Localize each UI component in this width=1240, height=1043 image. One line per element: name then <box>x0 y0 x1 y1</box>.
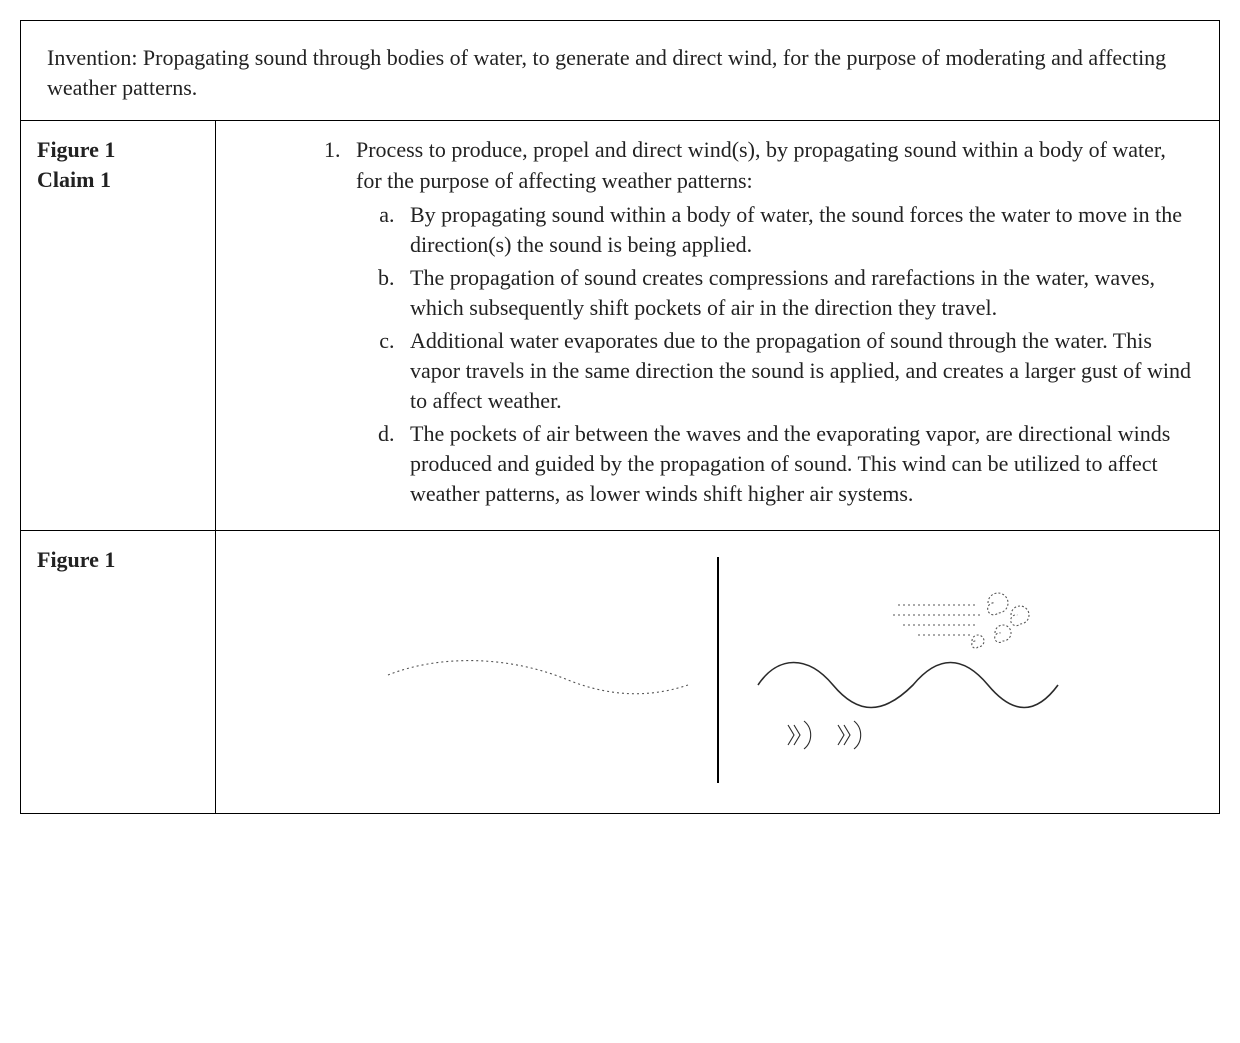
claim-1a: By propagating sound within a body of wa… <box>400 200 1191 261</box>
claim-1-sublist: By propagating sound within a body of wa… <box>356 200 1191 510</box>
claim-1d: The pockets of air between the waves and… <box>400 419 1191 510</box>
wind-swirl <box>987 593 1007 615</box>
figure-area <box>216 531 1219 813</box>
claim-1-intro: Process to produce, propel and direct wi… <box>356 137 1166 192</box>
figure-row-label-cell: Figure 1 <box>21 531 216 813</box>
invention-title: Invention: Propagating sound through bod… <box>47 45 1166 100</box>
header-row: Invention: Propagating sound through bod… <box>21 21 1219 121</box>
sound-marks-group <box>788 721 861 749</box>
document-page: Invention: Propagating sound through bod… <box>20 20 1220 814</box>
wind-swirl <box>1010 606 1028 626</box>
sound-mark <box>788 721 811 749</box>
claim-1-item: Process to produce, propel and direct wi… <box>346 135 1191 509</box>
wind-lines-group <box>893 605 983 635</box>
active-wave-path <box>758 662 1058 707</box>
claim-1b: The propagation of sound creates compres… <box>400 263 1191 324</box>
wind-swirl <box>971 635 983 648</box>
claim-row-label-cell: Figure 1 Claim 1 <box>21 121 216 529</box>
figure-1-svg <box>358 545 1078 795</box>
claim-row-content-cell: Process to produce, propel and direct wi… <box>216 121 1219 529</box>
wind-swirls-group <box>971 593 1028 648</box>
figure-label-1: Figure 1 <box>37 137 115 162</box>
calm-wave-path <box>388 660 688 693</box>
claim-row: Figure 1 Claim 1 Process to produce, pro… <box>21 121 1219 530</box>
sound-mark <box>838 721 861 749</box>
claim-ordered-list: Process to produce, propel and direct wi… <box>226 135 1191 509</box>
figure-row: Figure 1 <box>21 531 1219 813</box>
claim-1c: Additional water evaporates due to the p… <box>400 326 1191 417</box>
claim-label-1: Claim 1 <box>37 167 111 192</box>
wind-swirl <box>994 625 1010 642</box>
figure-label-2: Figure 1 <box>37 547 115 572</box>
